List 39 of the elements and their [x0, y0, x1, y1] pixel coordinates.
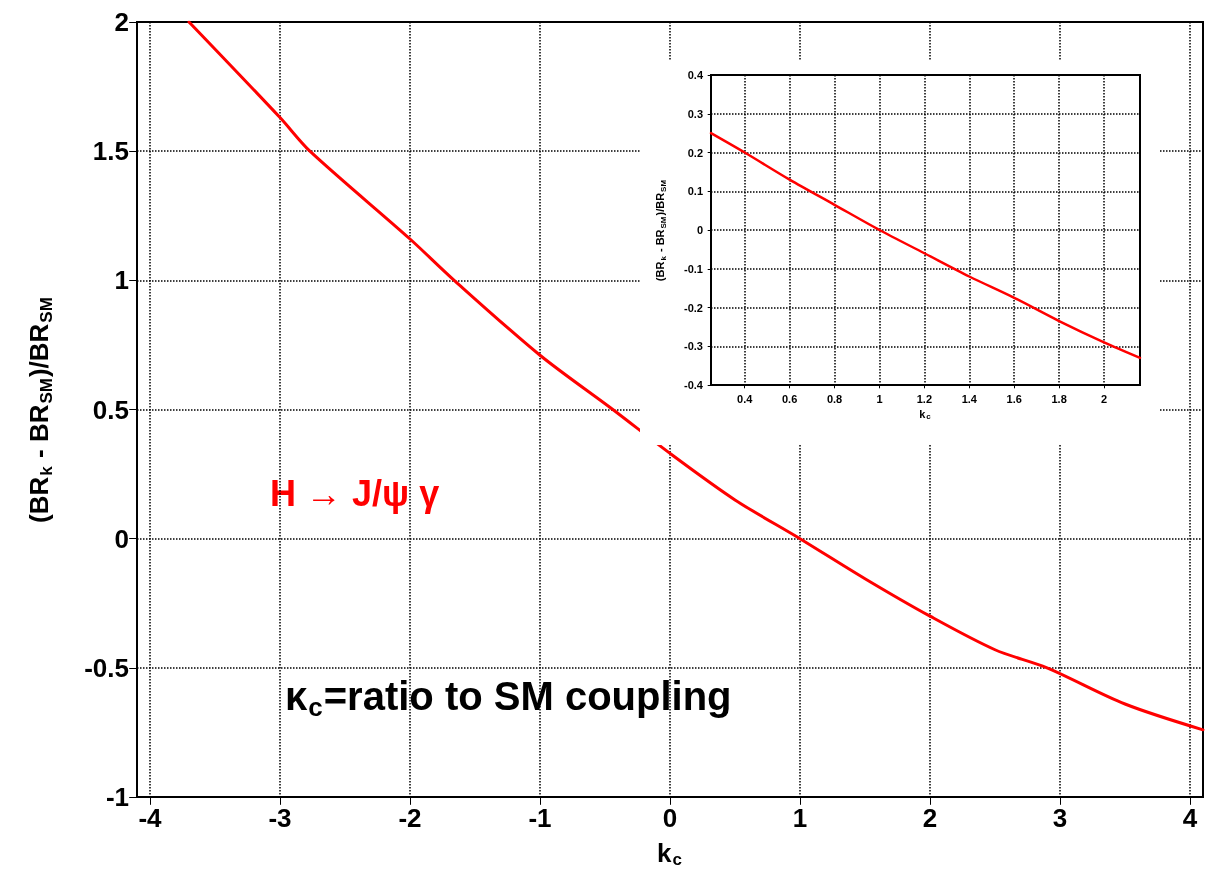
- x-tick-label: -3: [268, 803, 292, 833]
- y-tick-label: 0.4: [687, 69, 704, 81]
- x-tick-label: 3: [1052, 803, 1068, 833]
- x-tick-label: -1: [528, 803, 552, 833]
- y-tick-label: 0.2: [687, 146, 703, 159]
- y-axis-title: (BRk - BRSM)/BRSM: [654, 179, 668, 282]
- x-tick-label: 4: [1182, 803, 1198, 833]
- y-tick-label: -0.5: [84, 652, 129, 683]
- x-tick-label: 0.6: [781, 392, 798, 405]
- y-tick-label: 0.3: [687, 107, 703, 120]
- line-series: [187, 20, 1205, 732]
- x-tick-label: 1.8: [1051, 392, 1067, 405]
- y-tick-label: 1: [114, 265, 129, 296]
- y-tick-label: 0: [696, 224, 703, 236]
- y-tick-label: -0.2: [684, 301, 703, 314]
- x-tick-label: -2: [398, 803, 422, 833]
- x-tick-label: 2: [922, 803, 938, 833]
- y-tick-label: 0: [114, 523, 129, 554]
- y-tick-label: 1.5: [92, 136, 129, 167]
- y-tick-label: -0.4: [684, 379, 704, 391]
- y-tick-label: 0.5: [92, 394, 129, 425]
- x-tick-label: 1.6: [1006, 392, 1022, 405]
- y-tick-label: -0.3: [684, 340, 703, 353]
- x-tick-label: 0: [662, 803, 678, 833]
- x-tick-label: -4: [138, 803, 163, 833]
- y-axis-title: (BRk - BRSM)/BRSM: [24, 297, 56, 523]
- line-series: [709, 131, 1142, 360]
- y-tick-label: 0.1: [687, 185, 703, 198]
- x-tick-label: 1: [792, 803, 808, 833]
- annotation: H → J/ψ γ: [270, 472, 440, 514]
- x-tick-label: 0.4: [737, 392, 754, 405]
- x-tick-label: 1.4: [961, 392, 978, 405]
- x-tick-label: 2: [1101, 392, 1108, 405]
- x-tick-label: 0.8: [826, 392, 843, 405]
- x-tick-label: 1.2: [916, 392, 933, 405]
- y-tick-label: 2: [114, 7, 129, 37]
- x-tick-label: 1: [876, 392, 883, 405]
- y-tick-label: -1: [105, 782, 129, 812]
- y-tick-label: -0.1: [684, 262, 703, 275]
